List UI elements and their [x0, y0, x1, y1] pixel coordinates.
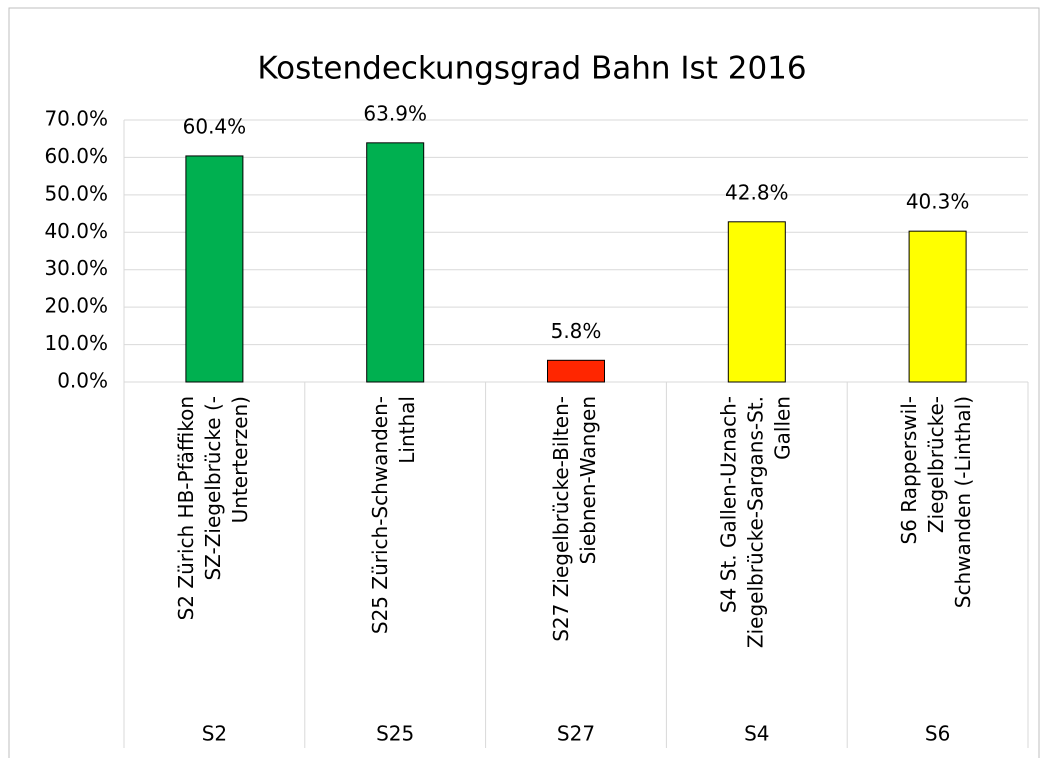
bar	[727, 221, 786, 383]
x-tick-label: SZ-Ziegelbrücke (-	[201, 396, 225, 581]
y-tick-label: 20.0%	[44, 294, 108, 318]
group-label: S25	[376, 722, 414, 746]
value-label: 5.8%	[551, 319, 602, 343]
x-tick-label: Ziegelbrücke-	[924, 396, 948, 533]
chart-frame	[8, 7, 1040, 758]
y-tick-label: 60.0%	[44, 144, 108, 168]
bar	[908, 230, 967, 383]
y-tick-label: 40.0%	[44, 219, 108, 243]
x-tick-label: Unterterzen)	[228, 396, 252, 523]
y-tick-label: 30.0%	[44, 256, 108, 280]
group-label: S6	[925, 722, 950, 746]
y-tick-label: 70.0%	[44, 107, 108, 131]
y-tick-label: 10.0%	[44, 331, 108, 355]
bar	[366, 142, 425, 383]
value-label: 42.8%	[725, 180, 789, 204]
group-label: S2	[202, 722, 227, 746]
x-tick-label: S4 St. Gallen-Uznach-	[716, 396, 740, 613]
value-label: 40.3%	[906, 190, 970, 214]
group-label: S27	[557, 722, 595, 746]
bar	[547, 359, 605, 383]
group-label: S4	[744, 722, 769, 746]
x-tick-label: S25 Zürich-Schwanden-	[368, 396, 392, 634]
x-tick-label: Ziegelbrücke-Sargans-St.	[743, 396, 767, 648]
chart-title: Kostendeckungsgrad Bahn Ist 2016	[257, 51, 806, 87]
x-tick-label: Gallen	[770, 396, 794, 460]
x-tick-label: S6 Rapperswil-	[897, 396, 921, 545]
value-label: 63.9%	[363, 101, 427, 125]
x-tick-label: S2 Zürich HB-Pfäffikon	[174, 396, 198, 620]
bar	[185, 155, 244, 383]
x-tick-label: Linthal	[395, 396, 419, 464]
y-tick-label: 0.0%	[57, 369, 108, 393]
x-tick-label: Schwanden (-Linthal)	[951, 396, 975, 608]
y-tick-label: 50.0%	[44, 181, 108, 205]
x-tick-label: S27 Ziegelbrücke-Bilten-	[549, 396, 573, 642]
x-tick-label: Siebnen-Wangen	[576, 396, 600, 564]
value-label: 60.4%	[183, 114, 247, 138]
